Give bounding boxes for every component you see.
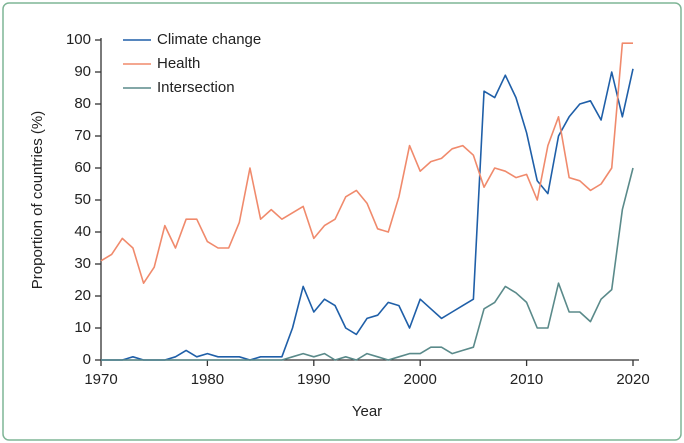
y-tick-label: 0 — [83, 351, 91, 368]
y-axis-label: Proportion of countries (%) — [29, 111, 46, 289]
x-tick-label: 1970 — [84, 371, 117, 388]
x-tick-label: 1980 — [191, 371, 224, 388]
y-tick-label: 10 — [74, 319, 91, 336]
x-tick-label: 1990 — [297, 371, 330, 388]
y-tick-label: 20 — [74, 287, 91, 304]
x-axis-label: Year — [352, 403, 382, 420]
legend-label: Health — [157, 55, 200, 72]
legend-label: Intersection — [157, 79, 235, 96]
y-tick-label: 50 — [74, 191, 91, 208]
legend-label: Climate change — [157, 31, 261, 48]
y-tick-label: 70 — [74, 127, 91, 144]
line-series — [101, 167, 634, 361]
y-tick-label: 30 — [74, 255, 91, 272]
y-tick-label: 40 — [74, 223, 91, 240]
x-tick-label: 2000 — [404, 371, 437, 388]
y-tick-label: 90 — [74, 63, 91, 80]
line-series — [101, 68, 634, 361]
line-series — [100, 42, 633, 284]
x-tick-label: 2020 — [616, 371, 649, 388]
y-tick-label: 60 — [74, 159, 91, 176]
x-tick-label: 2010 — [510, 371, 543, 388]
y-tick-label: 100 — [66, 31, 91, 48]
y-tick-label: 80 — [74, 95, 91, 112]
